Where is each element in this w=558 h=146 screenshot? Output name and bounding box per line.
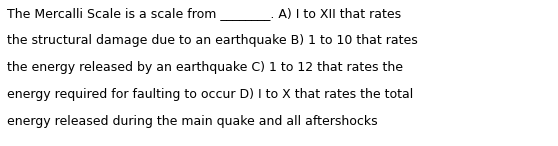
Text: energy released during the main quake and all aftershocks: energy released during the main quake an… [7,115,378,128]
Text: the energy released by an earthquake C) 1 to 12 that rates the: the energy released by an earthquake C) … [7,61,403,74]
Text: the structural damage due to an earthquake B) 1 to 10 that rates: the structural damage due to an earthqua… [7,34,418,47]
Text: energy required for faulting to occur D) I to X that rates the total: energy required for faulting to occur D)… [7,88,413,101]
Text: The Mercalli Scale is a scale from ________. A) I to XII that rates: The Mercalli Scale is a scale from _____… [7,7,401,20]
